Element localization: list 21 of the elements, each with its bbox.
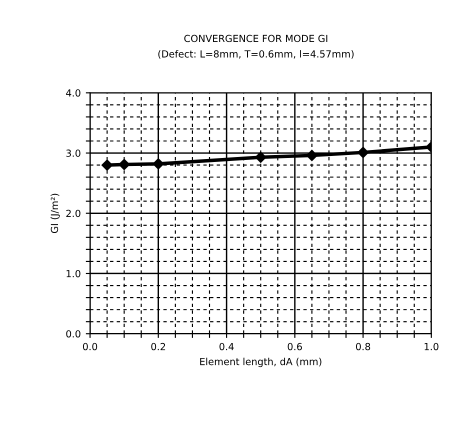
y-tick-label: 3.0: [66, 150, 80, 157]
x-tick-label: 0.8: [356, 342, 370, 350]
x-axis-title: Element length, dA (mm): [200, 358, 322, 368]
point: [306, 150, 318, 162]
y-tick-label: 4.0: [66, 89, 80, 97]
y-tick-label: 0.0: [66, 330, 80, 338]
point: [102, 159, 113, 171]
point: [255, 152, 266, 163]
x-tick-label: 0.4: [219, 342, 234, 350]
chart-subtitle: (Defect: L=8mm, T=0.6mm, l=4.57mm): [158, 50, 354, 59]
point: [118, 158, 130, 170]
point: [357, 146, 369, 158]
x-tick-label: 1.0: [424, 342, 438, 350]
point: [152, 158, 164, 170]
x-tick-label: 0.0: [82, 342, 98, 350]
chart-title: CONVERGENCE FOR MODE GI: [184, 34, 328, 42]
y-axis-title: GI (J/m²): [50, 194, 60, 234]
x-tick-label: 0.2: [151, 342, 166, 350]
y-tick-label: 2.0: [66, 210, 80, 218]
x-tick-label: 0.6: [288, 342, 302, 350]
y-tick-label: 1.0: [66, 270, 80, 278]
